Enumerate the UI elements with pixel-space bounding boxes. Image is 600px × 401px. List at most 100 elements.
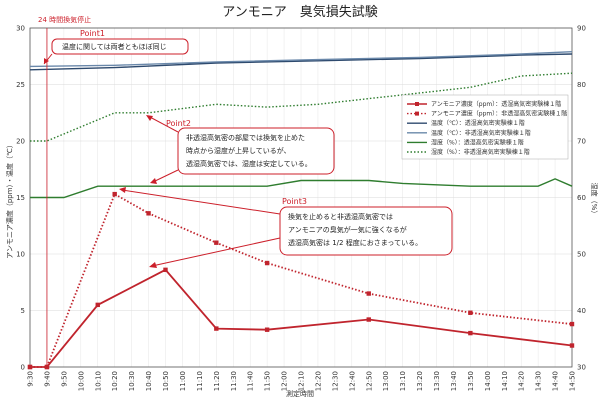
data-point-2 [146, 211, 151, 216]
x-axis-ticks: 9:30 9:40 9:50 10:00 10:10 10:20 10:30 10:40 10:… [27, 371, 577, 391]
y-tick-label-right: 50 [577, 251, 586, 259]
x-tick-label: 13:30 [433, 371, 441, 391]
data-point-2 [366, 291, 371, 296]
point2-text-line1: 非透湿高気密の部屋では換気を止めた [186, 133, 305, 142]
x-tick-label: 10:40 [145, 371, 153, 391]
point1-text: 温度に関しては両者ともほぼ同じ [62, 42, 167, 51]
x-axis-label: 測定時間 [286, 389, 314, 398]
point3-text-line2: アンモニアの臭気が一気に強くなるが [288, 225, 407, 234]
point1-arrowhead [44, 58, 49, 64]
x-tick-label: 9:50 [60, 371, 68, 387]
point2-arrowhead-up [146, 115, 153, 121]
x-tick-label: 13:00 [382, 371, 390, 391]
chart-title: アンモニア 臭気損失試験 [222, 4, 377, 20]
x-tick-label: 14:00 [484, 371, 492, 391]
point1-callout: Point1 温度に関しては両者ともほぼ同じ [43, 29, 189, 65]
x-tick-label: 12:10 [298, 371, 306, 391]
x-tick-label: 11:00 [179, 371, 187, 391]
point3-text-line3: 透湿高気密は 1/2 程度におさまっている。 [288, 238, 422, 247]
y-axis-right-label: 湿度（%） [590, 183, 599, 218]
point3-callout: Point3 換気を止めると非透湿高気密では アンモニアの臭気が一気に強くなるが… [119, 187, 453, 268]
x-tick-label: 11:40 [247, 371, 255, 391]
y-tick-label-left: 30 [16, 25, 25, 33]
y-tick-label-right: 60 [577, 194, 586, 202]
data-point-1 [366, 317, 371, 322]
x-tick-label: 11:30 [230, 371, 238, 391]
data-point-2 [468, 310, 473, 315]
y-axis-left-label: アンモニア濃度（ppm）・温度（℃） [5, 141, 14, 259]
point2-arrow-up [147, 115, 179, 133]
point3-box [279, 206, 453, 256]
data-point-1 [264, 327, 270, 332]
x-tick-label: 12:00 [281, 371, 289, 391]
x-tick-label: 13:20 [416, 371, 424, 391]
x-tick-label: 14:30 [535, 371, 543, 391]
y-tick-label-left: 20 [16, 138, 25, 146]
x-tick-label: 10:30 [128, 371, 136, 391]
data-point-1 [468, 330, 473, 336]
y-tick-label-left: 5 [21, 307, 25, 315]
y-axis-left-ticks: 0 5 10 15 20 25 30 [16, 25, 25, 372]
legend-box [401, 94, 569, 160]
data-point-1 [95, 302, 100, 308]
y-axis-right-ticks: 30 40 50 60 70 80 90 [577, 25, 586, 372]
data-point-1 [569, 343, 575, 348]
series-line-5 [30, 178, 573, 199]
y-tick-label-right: 70 [577, 138, 586, 146]
x-tick-label: 12:30 [331, 371, 339, 391]
x-tick-label: 12:40 [348, 371, 356, 391]
point1-box [51, 38, 189, 55]
point2-callout: Point2 非透湿高気密の部屋では換気を止めた 時点から湿度が上昇しているが、… [146, 115, 335, 184]
x-tick-label: 13:10 [399, 371, 407, 391]
y-tick-label-right: 30 [577, 364, 586, 372]
point1-label: Point1 [80, 29, 105, 38]
y-tick-label-left: 15 [16, 194, 25, 202]
legend-label: アンモニア濃度（ppm）：非透湿高気密実験棟１階 [431, 110, 567, 118]
point2-arrow-down [152, 169, 179, 183]
series-line-6 [30, 72, 573, 142]
data-point-2 [112, 191, 117, 197]
point3-label: Point3 [282, 197, 307, 206]
y-tick-label-right: 90 [577, 25, 586, 33]
x-tick-label: 13:40 [450, 371, 458, 391]
data-point-2 [214, 240, 219, 245]
y-tick-label-left: 10 [16, 251, 25, 259]
data-point-2 [569, 321, 575, 327]
data-point-2 [27, 364, 33, 370]
point2-arrowhead-down [150, 178, 157, 184]
data-point-1 [163, 267, 168, 273]
x-tick-label: 12:20 [314, 371, 322, 391]
legend-label: アンモニア濃度（ppm）：透湿高気密実験棟１階 [431, 100, 561, 108]
y-tick-label-right: 40 [577, 307, 586, 315]
x-tick-label: 14:40 [552, 371, 560, 391]
x-tick-label: 12:50 [365, 371, 373, 391]
point2-label: Point2 [166, 119, 191, 128]
point2-text-line3: 透湿高気密では、湿度は安定している。 [186, 159, 312, 168]
point3-arrowhead-up [119, 187, 126, 193]
x-tick-label: 10:50 [162, 371, 170, 391]
point2-box [177, 127, 335, 175]
x-tick-label: 11:10 [196, 371, 204, 391]
x-tick-label: 14:20 [518, 371, 526, 391]
point3-text-line1: 換気を止めると非透湿高気密では [288, 212, 393, 221]
legend-label: 温度（℃）：透湿高気密実験棟１階 [431, 119, 525, 127]
series-group [27, 51, 575, 370]
series-line-4 [29, 51, 573, 68]
ventilation-stop-label: 24 時間換気停止 [38, 15, 91, 24]
point3-arrow-down [151, 237, 281, 267]
x-tick-label: 14:50 [569, 371, 577, 391]
legend-label: 温度（℃）：非透湿高気密実験棟１階 [431, 129, 531, 137]
legend-label: 湿度（%）：透湿高気密実験棟１階 [431, 138, 524, 146]
x-tick-label: 10:00 [77, 371, 85, 391]
legend-label: 湿度（%）：非透湿高気密実験棟１階 [431, 148, 530, 156]
point3-arrowhead-down [149, 262, 157, 268]
legend: アンモニア濃度（ppm）：透湿高気密実験棟１階アンモニア濃度（ppm）：非透湿高… [401, 94, 569, 160]
x-tick-label: 11:20 [213, 371, 221, 391]
point3-arrow-up [121, 189, 281, 215]
x-tick-label: 14:10 [501, 371, 509, 391]
x-tick-label: 9:40 [43, 371, 51, 387]
data-point-2 [264, 260, 270, 266]
x-tick-label: 11:50 [264, 371, 272, 391]
